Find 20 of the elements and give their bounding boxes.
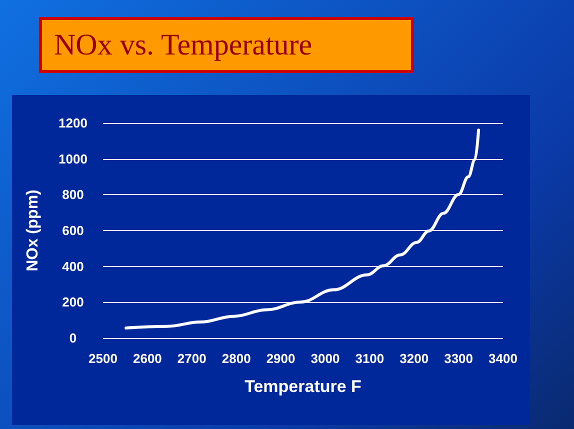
x-tick-label: 2600 bbox=[132, 351, 162, 366]
y-tick-label: 200 bbox=[62, 294, 84, 310]
x-tick-label: 2700 bbox=[177, 351, 206, 366]
y-tick-label: 1200 bbox=[58, 116, 88, 130]
chart-title: NOx vs. Temperature bbox=[54, 28, 312, 62]
x-tick-label: 2800 bbox=[222, 351, 251, 366]
y-tick-label: 600 bbox=[62, 223, 84, 238]
y-tick-label: 400 bbox=[62, 258, 84, 274]
y-axis-title: NOx (ppm) bbox=[24, 190, 42, 272]
x-axis-title: Temperature F bbox=[244, 377, 362, 396]
x-tick-label: 3200 bbox=[400, 351, 429, 366]
x-tick-label: 3000 bbox=[310, 351, 340, 366]
y-tick-label: 1000 bbox=[58, 151, 88, 166]
x-tick-label: 3400 bbox=[488, 351, 518, 366]
x-tick-label: 3300 bbox=[444, 351, 474, 366]
x-tick-label: 2500 bbox=[88, 351, 118, 366]
x-tick-label: 3100 bbox=[355, 351, 384, 366]
x-tick-label: 2900 bbox=[266, 351, 296, 366]
y-tick-label: 0 bbox=[69, 330, 77, 346]
y-tick-label: 800 bbox=[62, 187, 84, 202]
